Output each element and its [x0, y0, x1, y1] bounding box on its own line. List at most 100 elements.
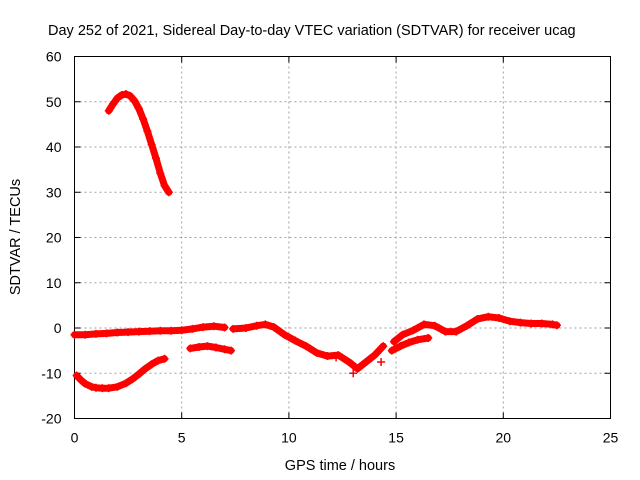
data-point-marker — [252, 321, 261, 330]
y-tick-label: 40 — [46, 139, 62, 155]
series-band — [229, 320, 387, 373]
x-tick-label: 5 — [178, 430, 186, 446]
x-axis-label: GPS time / hours — [285, 458, 395, 474]
data-point-marker — [147, 360, 156, 369]
x-tick-label: 0 — [71, 430, 79, 446]
data-point-marker — [177, 326, 186, 335]
data-point-marker — [269, 323, 278, 332]
data-point-marker — [117, 90, 126, 99]
data-point-marker — [261, 320, 270, 329]
data-point-marker — [377, 357, 386, 366]
data-point-marker — [505, 317, 514, 326]
y-tick-label: -10 — [41, 365, 61, 381]
data-point-marker — [128, 375, 137, 384]
data-point-marker — [104, 106, 113, 115]
data-point-marker — [76, 376, 85, 385]
data-point-marker — [379, 342, 388, 351]
data-point-marker — [113, 94, 122, 103]
data-point-marker — [70, 330, 79, 339]
y-tick-label: 60 — [46, 49, 62, 65]
x-tick-label: 25 — [603, 430, 619, 446]
data-point-marker — [344, 357, 353, 366]
data-point-marker — [121, 379, 130, 388]
data-point-marker — [302, 342, 311, 351]
data-point-marker — [389, 337, 398, 346]
data-point-marker — [537, 319, 546, 328]
data-point-marker — [527, 319, 536, 328]
y-axis-label: SDTVAR / TECUs — [8, 179, 24, 295]
data-point-marker — [141, 364, 150, 373]
data-point-marker — [113, 382, 122, 391]
data-point-marker — [199, 323, 208, 332]
data-point-marker — [413, 335, 422, 344]
data-point-marker — [441, 327, 450, 336]
series-arc-lower-left — [72, 354, 169, 393]
data-point-marker — [349, 369, 358, 378]
chart-title: Day 252 of 2021, Sidereal Day-to-day VTE… — [48, 23, 576, 39]
series-arc-upper — [104, 90, 173, 197]
y-tick-label: 10 — [46, 275, 62, 291]
data-point-marker — [430, 321, 439, 330]
data-point-marker — [396, 342, 405, 351]
data-point-marker — [484, 312, 493, 321]
x-tick-label: 15 — [388, 430, 404, 446]
data-point-marker — [81, 379, 90, 388]
data-point-marker — [552, 321, 561, 330]
data-point-marker — [124, 328, 133, 337]
data-point-marker — [143, 127, 152, 136]
data-point-marker — [473, 314, 482, 323]
data-point-marker — [209, 322, 218, 331]
y-tick-label: -20 — [41, 411, 61, 427]
data-point-marker — [134, 327, 143, 336]
data-point-marker — [126, 91, 135, 100]
data-point-marker — [147, 140, 156, 149]
y-tick-label: 30 — [46, 184, 62, 200]
data-point-marker — [81, 330, 90, 339]
data-point-marker — [130, 96, 139, 105]
y-tick-label: 50 — [46, 94, 62, 110]
data-point-marker — [145, 327, 154, 336]
data-point-marker — [186, 344, 195, 353]
data-point-marker — [291, 336, 300, 345]
data-point-marker — [495, 314, 504, 323]
data-point-marker — [102, 329, 111, 338]
data-point-marker — [409, 326, 418, 335]
data-point-marker — [113, 328, 122, 337]
data-point-marker — [227, 346, 236, 355]
data-point-marker — [188, 324, 197, 333]
data-point-marker — [398, 330, 407, 339]
data-point-marker — [362, 357, 371, 366]
data-point-marker — [404, 338, 413, 347]
data-point-marker — [452, 327, 461, 336]
data-point-marker — [516, 318, 525, 327]
data-point-marker — [462, 321, 471, 330]
data-point-marker — [166, 326, 175, 335]
data-point-marker — [203, 342, 212, 351]
y-tick-label: 20 — [46, 230, 62, 246]
axis-ticks: 0 5 10 15 20 25 -20 -10 0 10 20 30 40 50 60 — [41, 49, 618, 446]
data-point-marker — [353, 364, 362, 373]
data-point-marker — [160, 181, 169, 190]
series-arc-late — [389, 312, 561, 346]
data-point-marker — [212, 343, 221, 352]
series-outliers — [332, 353, 386, 378]
y-tick-label: 0 — [54, 320, 62, 336]
data-point-marker — [151, 154, 160, 163]
data-point-marker — [156, 169, 165, 178]
series-near-zero-early — [70, 322, 229, 339]
series-arc-late-lower — [387, 333, 433, 355]
data-series — [70, 90, 561, 393]
data-point-marker — [134, 104, 143, 113]
data-point-marker — [312, 348, 321, 357]
data-point-marker — [139, 114, 148, 123]
data-point-marker — [242, 324, 251, 332]
series-arc-mid-dip — [186, 342, 236, 355]
data-point-marker — [229, 324, 238, 333]
data-point-marker — [104, 384, 113, 393]
data-point-marker — [154, 356, 163, 365]
data-point-marker — [424, 333, 433, 342]
x-tick-label: 20 — [496, 430, 512, 446]
data-point-marker — [220, 345, 229, 354]
